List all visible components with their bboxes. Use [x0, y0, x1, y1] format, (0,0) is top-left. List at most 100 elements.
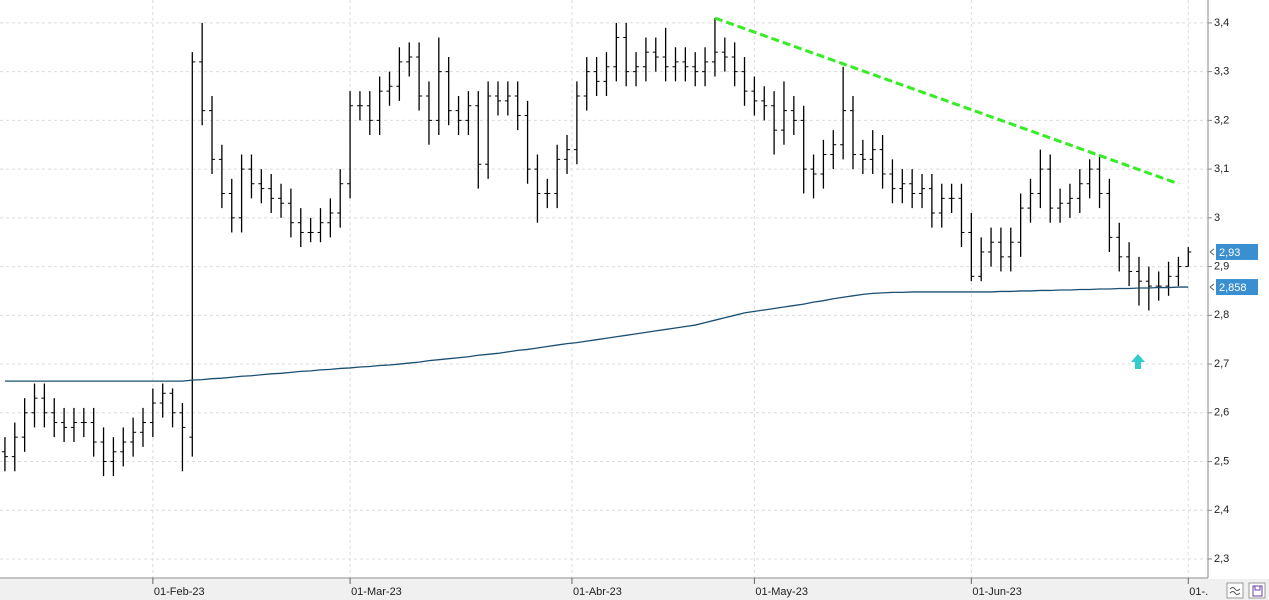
ohlc-bar [1017, 193, 1024, 257]
price-label: 2,858 [1219, 282, 1247, 294]
ohlc-bar [968, 212, 975, 282]
ohlc-bar [248, 154, 255, 199]
y-tick-label: 3 [1214, 212, 1220, 224]
y-tick-label: 2,8 [1214, 309, 1229, 321]
ohlc-bar [623, 22, 630, 87]
ohlc-bar [1106, 178, 1113, 252]
ohlc-bar [879, 134, 886, 189]
ohlc-bar [958, 183, 965, 248]
ohlc-bar [1076, 169, 1083, 213]
ohlc-bar [80, 407, 87, 438]
ohlc-bar [278, 183, 285, 218]
ohlc-bar [988, 227, 995, 267]
ohlc-bar [494, 81, 501, 116]
ohlc-bar [366, 91, 373, 135]
x-tick-label: 01-May-23 [755, 586, 808, 598]
ohlc-bar [1096, 154, 1103, 209]
ohlc-bar [179, 403, 186, 472]
x-axis-band [0, 579, 1269, 600]
ohlc-bar [1175, 256, 1182, 287]
ohlc-bar [938, 183, 945, 228]
ohlc-bar [21, 398, 28, 452]
ohlc-bar [1155, 271, 1162, 301]
ohlc-bar [268, 173, 275, 213]
ohlc-bar [524, 100, 531, 184]
ohlc-bar [317, 208, 324, 243]
ohlc-bar [455, 96, 462, 135]
price-pointer [1209, 248, 1215, 256]
ohlc-bar [761, 86, 768, 121]
x-tick-label: 01-Mar-23 [351, 586, 402, 598]
y-tick-label: 3,1 [1214, 163, 1229, 175]
ohlc-bar [445, 57, 452, 126]
ohlc-bar [386, 71, 393, 106]
ohlc-bar [1007, 227, 1014, 272]
ohlc-bar [425, 81, 432, 145]
zoom-button[interactable] [1226, 582, 1244, 599]
ohlc-bar [218, 144, 225, 209]
ohlc-bar [810, 154, 817, 199]
ohlc-bar [899, 169, 906, 204]
ohlc-bar [139, 407, 146, 447]
ohlc-bar [1126, 242, 1133, 287]
ohlc-bar [662, 27, 669, 82]
ohlc-bar [1086, 159, 1093, 199]
ohlc-bar [159, 383, 166, 418]
ohlc-bar [337, 169, 344, 228]
ohlc-bar [919, 173, 926, 209]
ohlc-bar [790, 96, 797, 135]
y-tick-label: 3,3 [1214, 66, 1229, 78]
ohlc-bar [287, 188, 294, 238]
ohlc-bar [534, 154, 541, 223]
ohlc-bar [692, 52, 699, 87]
ohlc-bar [603, 52, 610, 97]
ohlc-bar [327, 198, 334, 238]
ohlc-bar [1037, 149, 1044, 209]
ohlc-bar [633, 52, 640, 87]
ohlc-bar [199, 22, 206, 126]
ohlc-bar [149, 388, 156, 438]
ohlc-bar [1057, 188, 1064, 223]
ohlc-bar [406, 42, 413, 77]
save-icon [1252, 585, 1263, 597]
ohlc-bar [169, 388, 176, 428]
x-tick-label: 01-Abr-23 [573, 586, 622, 598]
ohlc-bar [721, 37, 728, 72]
ohlc-bar [1, 437, 8, 472]
zoom-icon [1229, 587, 1241, 595]
ohlc-bar [771, 91, 778, 155]
ohlc-bar [1066, 183, 1073, 218]
y-tick-label: 2,5 [1214, 455, 1229, 467]
ohlc-bar [830, 130, 837, 170]
ohlc-bar [258, 169, 265, 204]
ohlc-bar [564, 134, 571, 174]
ohlc-bar [31, 383, 38, 428]
ohlc-bar [396, 47, 403, 101]
ohlc-bar [189, 52, 196, 457]
ohlc-bar [780, 81, 787, 145]
ohlc-bar [504, 81, 511, 116]
ohlc-bar [613, 22, 620, 82]
ohlc-bar [751, 76, 758, 116]
ohlc-bar [948, 183, 955, 213]
x-tick-label: 01-Jun-23 [972, 586, 1022, 598]
ohlc-bar [376, 76, 383, 135]
ohlc-bar [849, 96, 856, 170]
ohlc-bar [416, 42, 423, 111]
ohlc-bar [554, 144, 561, 209]
ohlc-bar [1135, 256, 1142, 306]
ohlc-bar [465, 91, 472, 135]
ohlc-bar [652, 37, 659, 72]
plot [1, 16, 1192, 477]
ohlc-bar [100, 427, 107, 477]
ohlc-bar [1116, 222, 1123, 272]
ohlc-bar [741, 57, 748, 106]
ohlc-bar [485, 81, 492, 179]
ohlc-bar [356, 91, 363, 121]
ohlc-bar [573, 81, 580, 165]
ohlc-bar [209, 96, 216, 174]
ohlc-bar [1185, 247, 1192, 268]
ohlc-bar [928, 173, 935, 228]
ohlc-bar [731, 42, 738, 87]
